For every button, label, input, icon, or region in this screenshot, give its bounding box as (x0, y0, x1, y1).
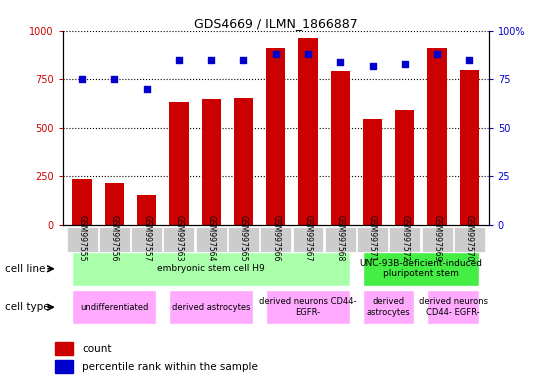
Bar (460, 70, 479, 225)
Bar (266, 48, 286, 225)
Bar (298, 38, 318, 225)
Point (143, 86, 151, 92)
Bar (73, 179, 92, 225)
Text: GSM997567: GSM997567 (304, 215, 312, 262)
Text: GSM997565: GSM997565 (239, 215, 248, 262)
Bar (363, 119, 382, 225)
Text: GSM997568: GSM997568 (336, 215, 345, 261)
Text: GSM997557: GSM997557 (142, 215, 151, 262)
Text: GSM997556: GSM997556 (110, 215, 119, 262)
Point (207, 57, 216, 63)
Text: GSM997563: GSM997563 (174, 215, 183, 262)
Text: undifferentiated: undifferentiated (80, 303, 149, 312)
Point (432, 51, 441, 57)
Text: GSM997564: GSM997564 (207, 215, 216, 262)
Point (110, 76, 119, 82)
Text: GSM997566: GSM997566 (271, 215, 280, 262)
Bar (137, 195, 156, 225)
Text: GSM997570: GSM997570 (465, 215, 474, 262)
Text: embryonic stem cell H9: embryonic stem cell H9 (157, 264, 265, 273)
Bar (55, 342, 73, 355)
Text: cell line: cell line (5, 264, 45, 274)
Text: derived
astrocytes: derived astrocytes (367, 298, 411, 317)
Text: derived astrocytes: derived astrocytes (172, 303, 251, 312)
Point (400, 61, 409, 67)
Text: derived neurons CD44-
EGFR-: derived neurons CD44- EGFR- (259, 298, 357, 317)
Point (175, 57, 183, 63)
Text: UNC-93B-deficient-induced
pluripotent stem: UNC-93B-deficient-induced pluripotent st… (359, 259, 483, 278)
Text: count: count (82, 344, 111, 354)
Title: GDS4669 / ILMN_1866887: GDS4669 / ILMN_1866887 (194, 17, 358, 30)
Bar (428, 48, 447, 225)
Text: GSM997572: GSM997572 (400, 215, 410, 261)
Text: percentile rank within the sample: percentile rank within the sample (82, 362, 258, 372)
Point (239, 57, 248, 63)
Point (304, 51, 312, 57)
Point (368, 63, 377, 69)
Text: cell type: cell type (5, 302, 50, 312)
Bar (234, 98, 253, 225)
Point (465, 57, 474, 63)
Text: GSM997571: GSM997571 (368, 215, 377, 261)
Text: GSM997569: GSM997569 (432, 215, 442, 262)
Bar (105, 183, 124, 225)
Bar (169, 101, 188, 225)
Text: derived neurons
CD44- EGFR-: derived neurons CD44- EGFR- (419, 298, 488, 317)
Bar (55, 360, 73, 373)
Point (78, 76, 86, 82)
Point (271, 51, 280, 57)
Text: GSM997555: GSM997555 (78, 215, 87, 262)
Bar (201, 99, 221, 225)
Bar (330, 71, 350, 225)
Point (336, 59, 345, 65)
Bar (395, 110, 414, 225)
